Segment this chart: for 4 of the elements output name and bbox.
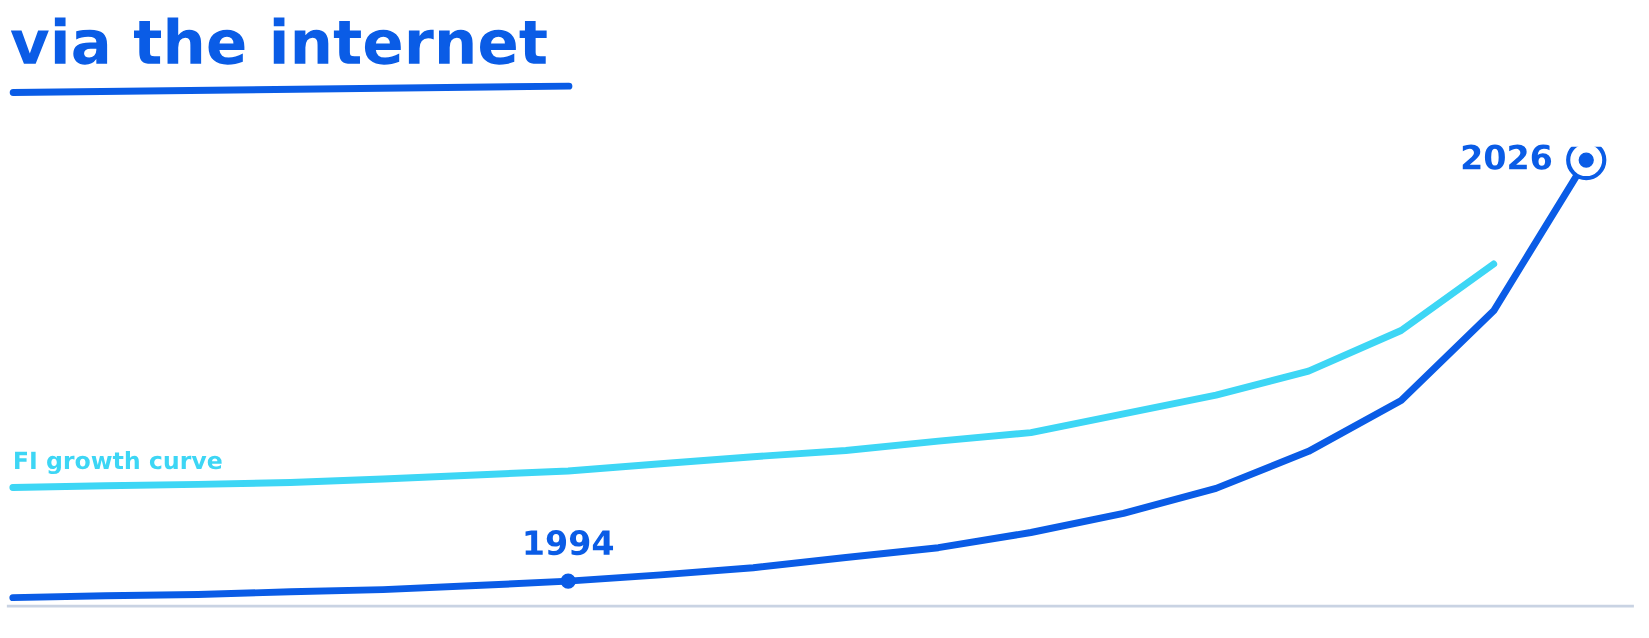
chart-title: via the internet	[10, 17, 547, 65]
annotation: 2026	[1462, 144, 1552, 170]
series-label: FI growth curve	[15, 451, 222, 475]
annotation: 1994	[525, 530, 614, 556]
